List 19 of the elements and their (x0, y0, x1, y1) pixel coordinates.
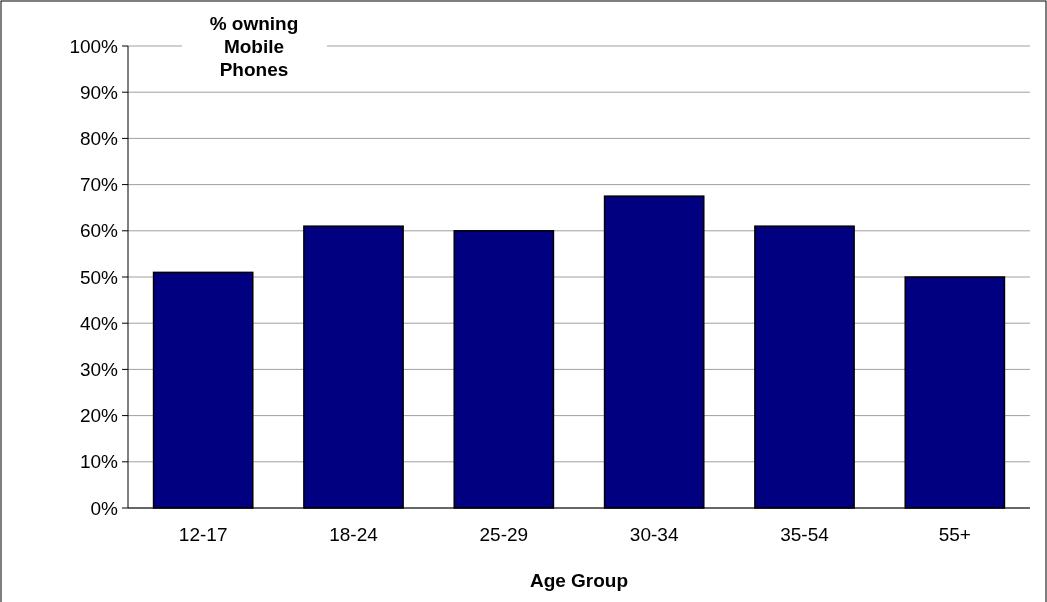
y-tick-label: 60% (79, 220, 119, 242)
y-tick-label: 10% (79, 451, 119, 473)
x-tick-label: 12-17 (178, 524, 228, 545)
x-tick-label: 55+ (938, 524, 971, 545)
y-tick-label: 100% (69, 35, 119, 57)
y-tick-label: 80% (79, 128, 119, 150)
y-tick-label: 70% (79, 174, 119, 196)
x-tick-label: 25-29 (479, 524, 529, 545)
y-tick-label: 30% (79, 359, 119, 381)
y-tick-label: 0% (90, 497, 119, 519)
y-tick-label: 20% (79, 405, 119, 427)
chart-title: % owning Mobile Phones (209, 13, 299, 80)
x-tick-label: 30-34 (629, 524, 679, 545)
y-tick-label: 90% (79, 81, 119, 103)
x-tick-label: 18-24 (329, 524, 379, 545)
x-axis-title: Age Group (529, 570, 629, 591)
y-tick-label: 50% (79, 266, 119, 288)
y-tick-label: 40% (79, 312, 119, 334)
x-tick-label: 35-54 (780, 524, 830, 545)
